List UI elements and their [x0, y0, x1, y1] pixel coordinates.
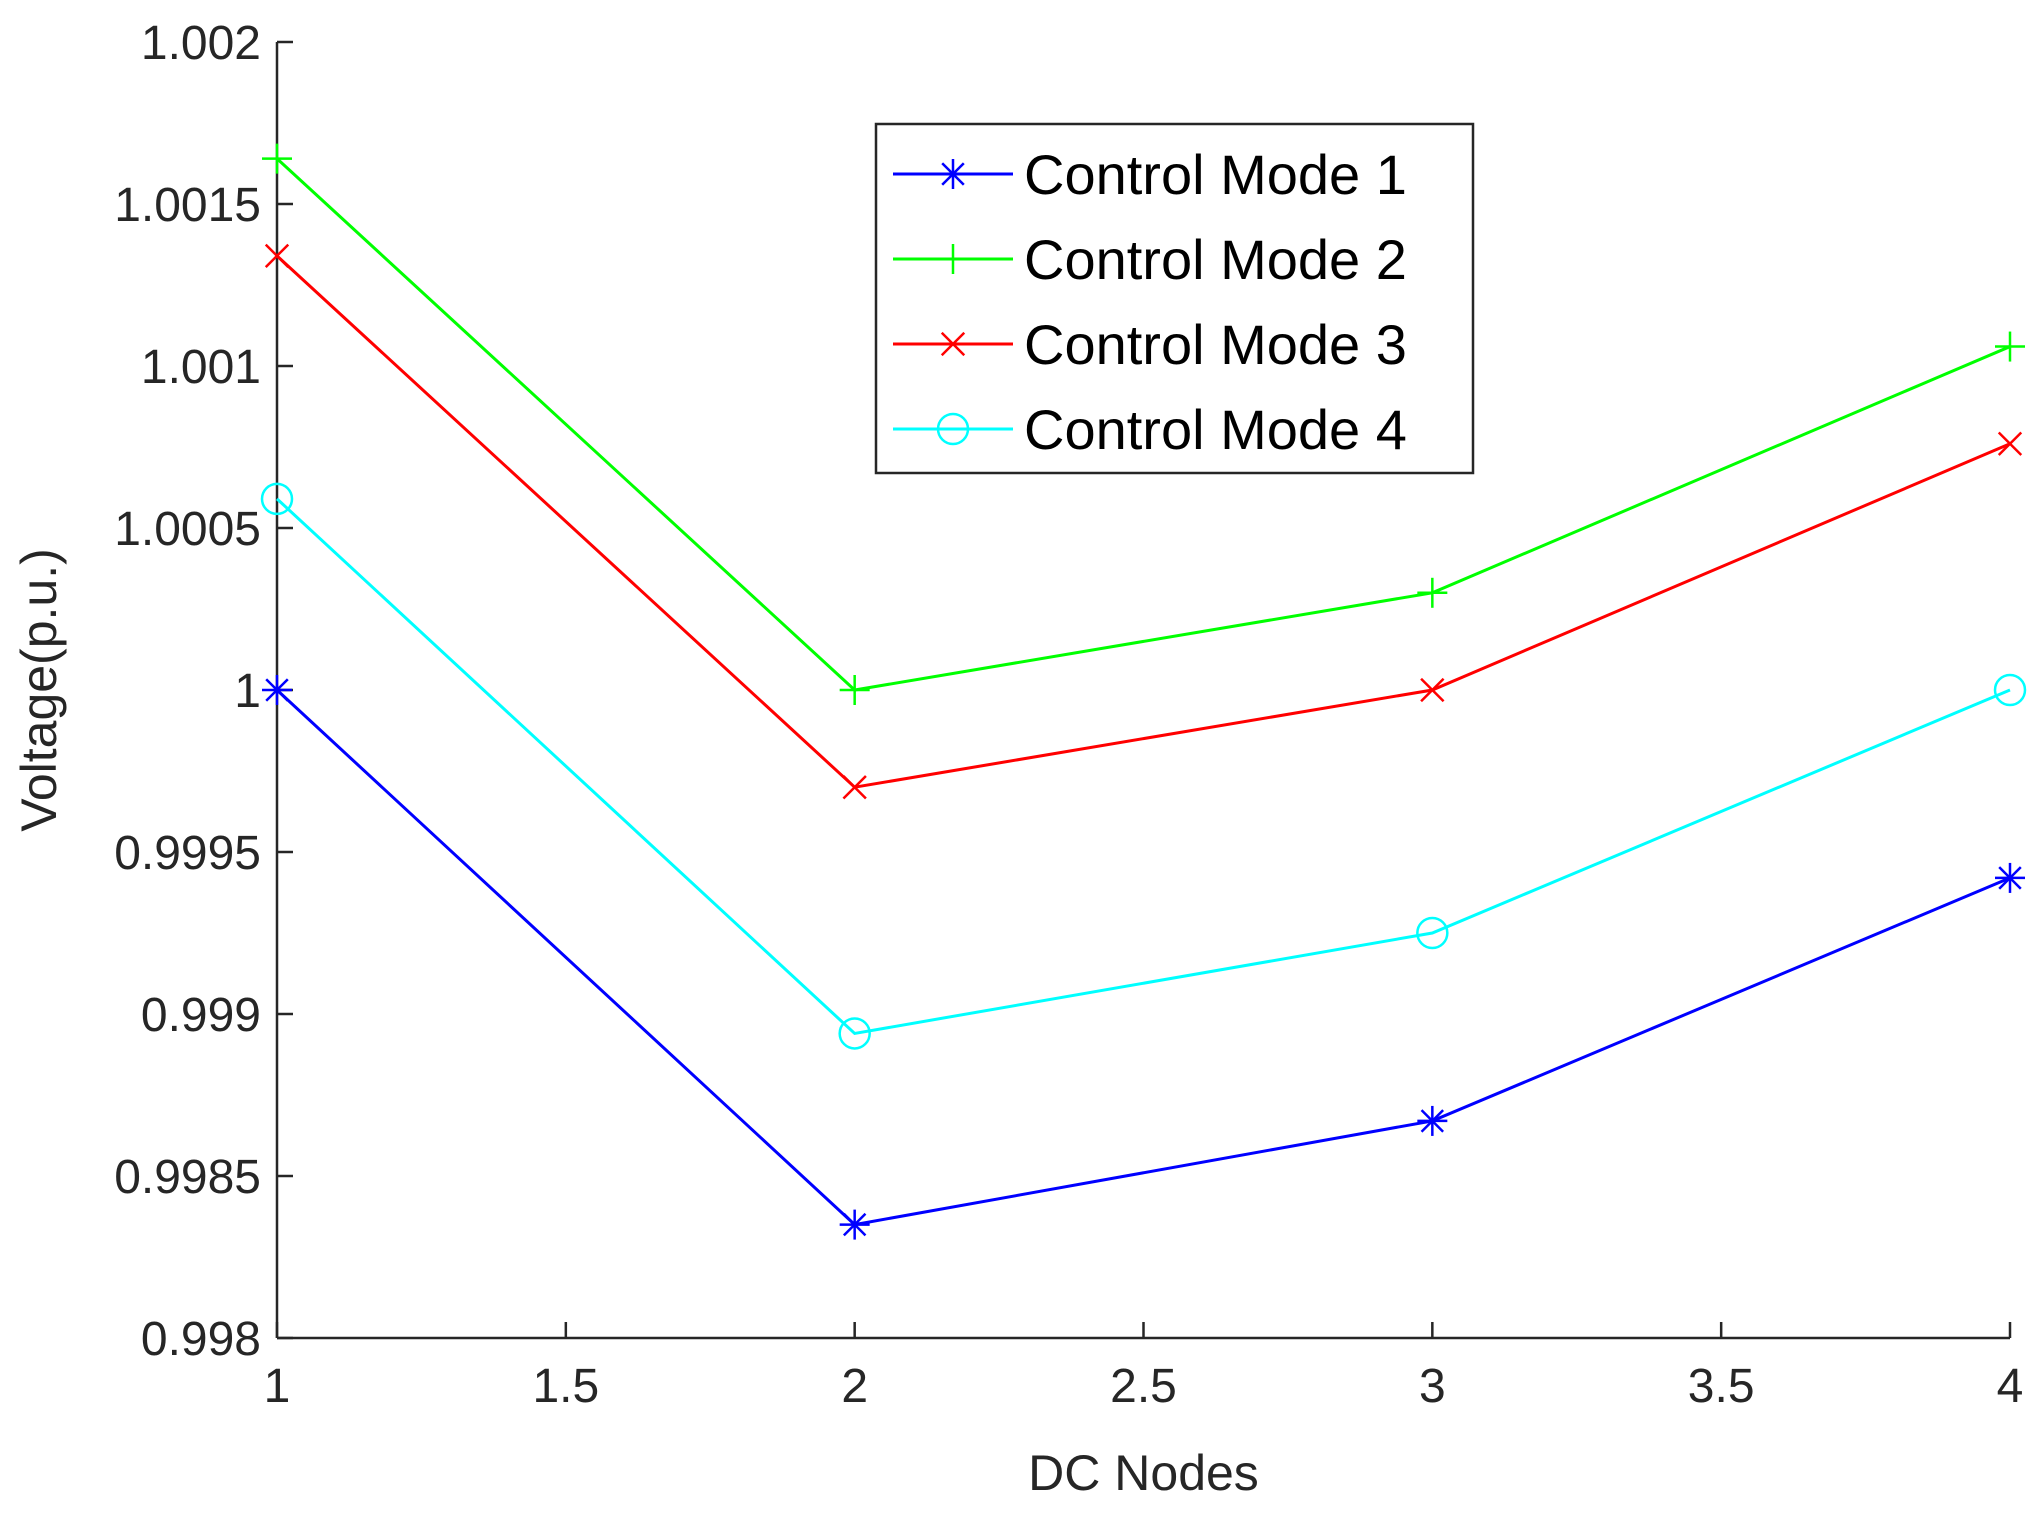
- legend-item: Control Mode 2: [893, 228, 1407, 291]
- x-axis-title: DC Nodes: [1028, 1445, 1259, 1501]
- series-4-point: [260, 482, 294, 516]
- series-2-point: [262, 143, 292, 174]
- series-1-point: [1995, 862, 2025, 893]
- y-axis-title: Voltage(p.u.): [11, 548, 67, 832]
- series-3-point: [264, 243, 290, 268]
- marker-circle: [936, 412, 970, 446]
- marker-circle: [838, 1017, 871, 1050]
- y-tick-label: 1.0015: [114, 179, 261, 232]
- legend-marker: [940, 331, 966, 357]
- legend-item: Control Mode 1: [893, 143, 1407, 206]
- legend-label: Control Mode 3: [1024, 313, 1407, 376]
- x-tick-label: 1: [264, 1360, 291, 1413]
- marker-stroke: [1420, 1109, 1445, 1133]
- marker-stroke: [1420, 677, 1445, 703]
- legend-marker: [938, 244, 968, 274]
- series-1: [262, 675, 2025, 1240]
- marker-stroke: [265, 678, 289, 702]
- marker-stroke: [1998, 866, 2022, 890]
- series-4: [260, 482, 2027, 1050]
- y-tick-label: 0.9985: [114, 1151, 261, 1204]
- y-tick-label: 1.0005: [114, 503, 261, 556]
- x-tick-label: 3.5: [1688, 1360, 1755, 1413]
- marker-circle: [260, 482, 294, 516]
- marker-stroke: [264, 243, 290, 268]
- marker-stroke: [941, 162, 965, 186]
- x-tick-label: 1.5: [532, 1360, 599, 1413]
- series-2: [262, 143, 2025, 705]
- series-4-point: [1416, 916, 1449, 950]
- series-2-point: [839, 675, 870, 705]
- series-4-point: [1993, 673, 2027, 707]
- legend-label: Control Mode 1: [1024, 143, 1407, 206]
- series-layer: [260, 143, 2027, 1240]
- series-3-line: [275, 254, 2011, 789]
- legend-item: Control Mode 3: [893, 313, 1407, 376]
- x-tick-label: 2.5: [1110, 1360, 1177, 1413]
- marker-circle: [1416, 916, 1449, 950]
- y-tick-label: 0.9995: [114, 827, 261, 880]
- series-2-point: [1417, 577, 1448, 608]
- series-4-line: [275, 497, 2011, 1036]
- marker-stroke: [842, 775, 867, 800]
- marker-stroke: [842, 1212, 867, 1237]
- y-tick-label: 1.001: [141, 341, 261, 394]
- y-tick-label: 1: [234, 665, 261, 718]
- series-3-point: [1997, 431, 2023, 456]
- marker-stroke: [940, 331, 966, 357]
- axes-layer: 1 1.5 2 2.5 3 3.5 4 0.998 0.9985 0.999 0.9995 1 1.00…: [11, 17, 2023, 1501]
- series-4-point: [838, 1017, 871, 1050]
- x-tick-label: 3: [1419, 1360, 1446, 1413]
- legend: Control Mode 1 Control Mode 2 Control Mode…: [874, 122, 1475, 475]
- y-tick-label: 1.002: [141, 17, 261, 70]
- legend-label: Control Mode 4: [1024, 398, 1407, 461]
- series-3: [264, 243, 2023, 800]
- marker-stroke: [1997, 431, 2023, 456]
- series-1-line: [275, 688, 2011, 1227]
- legend-item: Control Mode 4: [893, 398, 1407, 461]
- series-1-point: [839, 1209, 870, 1240]
- y-tick-label: 0.999: [141, 989, 261, 1042]
- y-tick-label: 0.998: [141, 1313, 261, 1366]
- marker-circle: [1993, 673, 2027, 707]
- series-2-point: [1995, 331, 2025, 362]
- x-tick-label: 4: [1997, 1360, 2024, 1413]
- x-tick-label: 2: [841, 1360, 868, 1413]
- series-2-line: [275, 157, 2011, 692]
- legend-marker: [936, 412, 970, 446]
- series-1-point: [1417, 1105, 1448, 1136]
- series-3-point: [842, 775, 867, 800]
- legend-label: Control Mode 2: [1024, 228, 1407, 291]
- series-1-point: [262, 675, 292, 705]
- legend-box: [874, 122, 1475, 475]
- legend-marker: [938, 159, 968, 189]
- series-3-point: [1420, 677, 1445, 703]
